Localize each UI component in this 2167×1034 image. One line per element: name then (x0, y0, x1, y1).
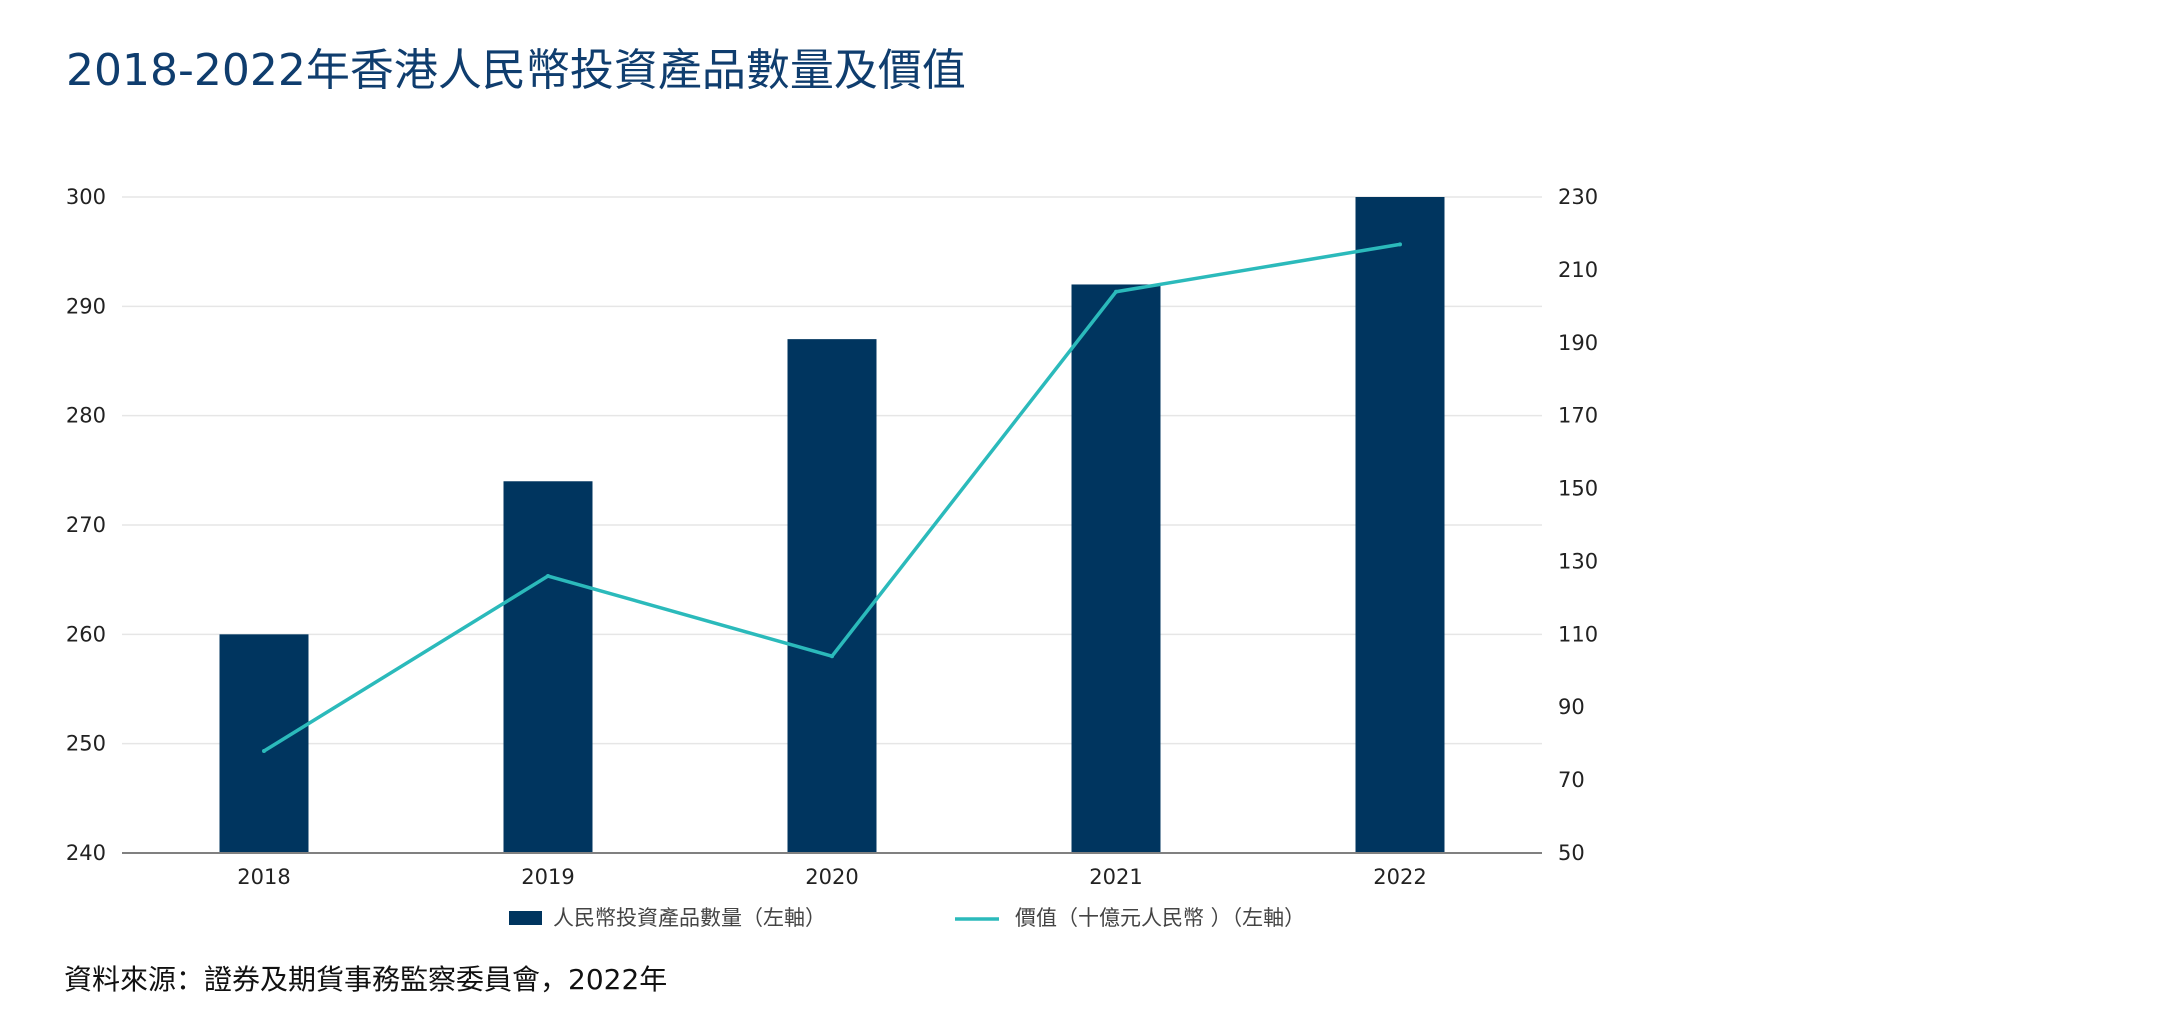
y-left-tick-label: 280 (66, 404, 106, 428)
bar-series (219, 197, 1445, 854)
chart-title: 2018-2022年香港人民幣投資產品數量及價值 (66, 45, 966, 96)
y-left-tick-label: 260 (66, 622, 106, 646)
x-tick-label: 2021 (1089, 865, 1142, 889)
legend-bar-label: 人民幣投資產品數量（左軸） (553, 906, 826, 930)
y-right-tick-label: 90 (1558, 695, 1585, 719)
legend-line-label: 價值（十億元人民幣 ）（左軸） (1015, 906, 1305, 930)
bar (503, 481, 593, 853)
y-right-tick-label: 130 (1558, 549, 1598, 573)
x-tick-label: 2018 (237, 865, 290, 889)
x-tick-label: 2022 (1373, 865, 1426, 889)
y-right-tick-label: 190 (1558, 331, 1598, 355)
y-right-tick-label: 70 (1558, 768, 1585, 792)
y-right-tick-label: 150 (1558, 477, 1598, 501)
y-right-tick-label: 50 (1558, 841, 1585, 865)
line-series (262, 242, 1402, 753)
y-right-tick-label: 170 (1558, 404, 1598, 428)
y-left-tick-label: 290 (66, 294, 106, 318)
y-left-tick-label: 270 (66, 513, 106, 537)
bar (219, 634, 309, 853)
line-point (546, 574, 550, 579)
line-point (262, 748, 266, 753)
line-point (1114, 289, 1118, 294)
legend: 人民幣投資產品數量（左軸） 價值（十億元人民幣 ）（左軸） (509, 906, 1305, 930)
axes: 240 250 260 270 280 290 300 50 70 90 110 130 150 170 1… (66, 185, 1598, 889)
x-tick-label: 2020 (805, 865, 858, 889)
legend-bar-swatch (509, 911, 542, 925)
y-left-tick-label: 240 (66, 841, 106, 865)
y-right-tick-label: 210 (1558, 258, 1598, 282)
x-tick-label: 2019 (521, 865, 574, 889)
source-note: 資料來源：證券及期貨事務監察委員會，2022年 (64, 963, 668, 996)
y-right-tick-label: 110 (1558, 622, 1598, 646)
line-point (830, 654, 834, 659)
bar (1071, 284, 1161, 853)
line-point (1398, 242, 1402, 247)
bar (1355, 197, 1445, 853)
bar (787, 339, 877, 854)
y-right-tick-label: 230 (1558, 185, 1598, 209)
y-left-tick-label: 300 (66, 185, 106, 209)
y-left-tick-label: 250 (66, 732, 106, 756)
